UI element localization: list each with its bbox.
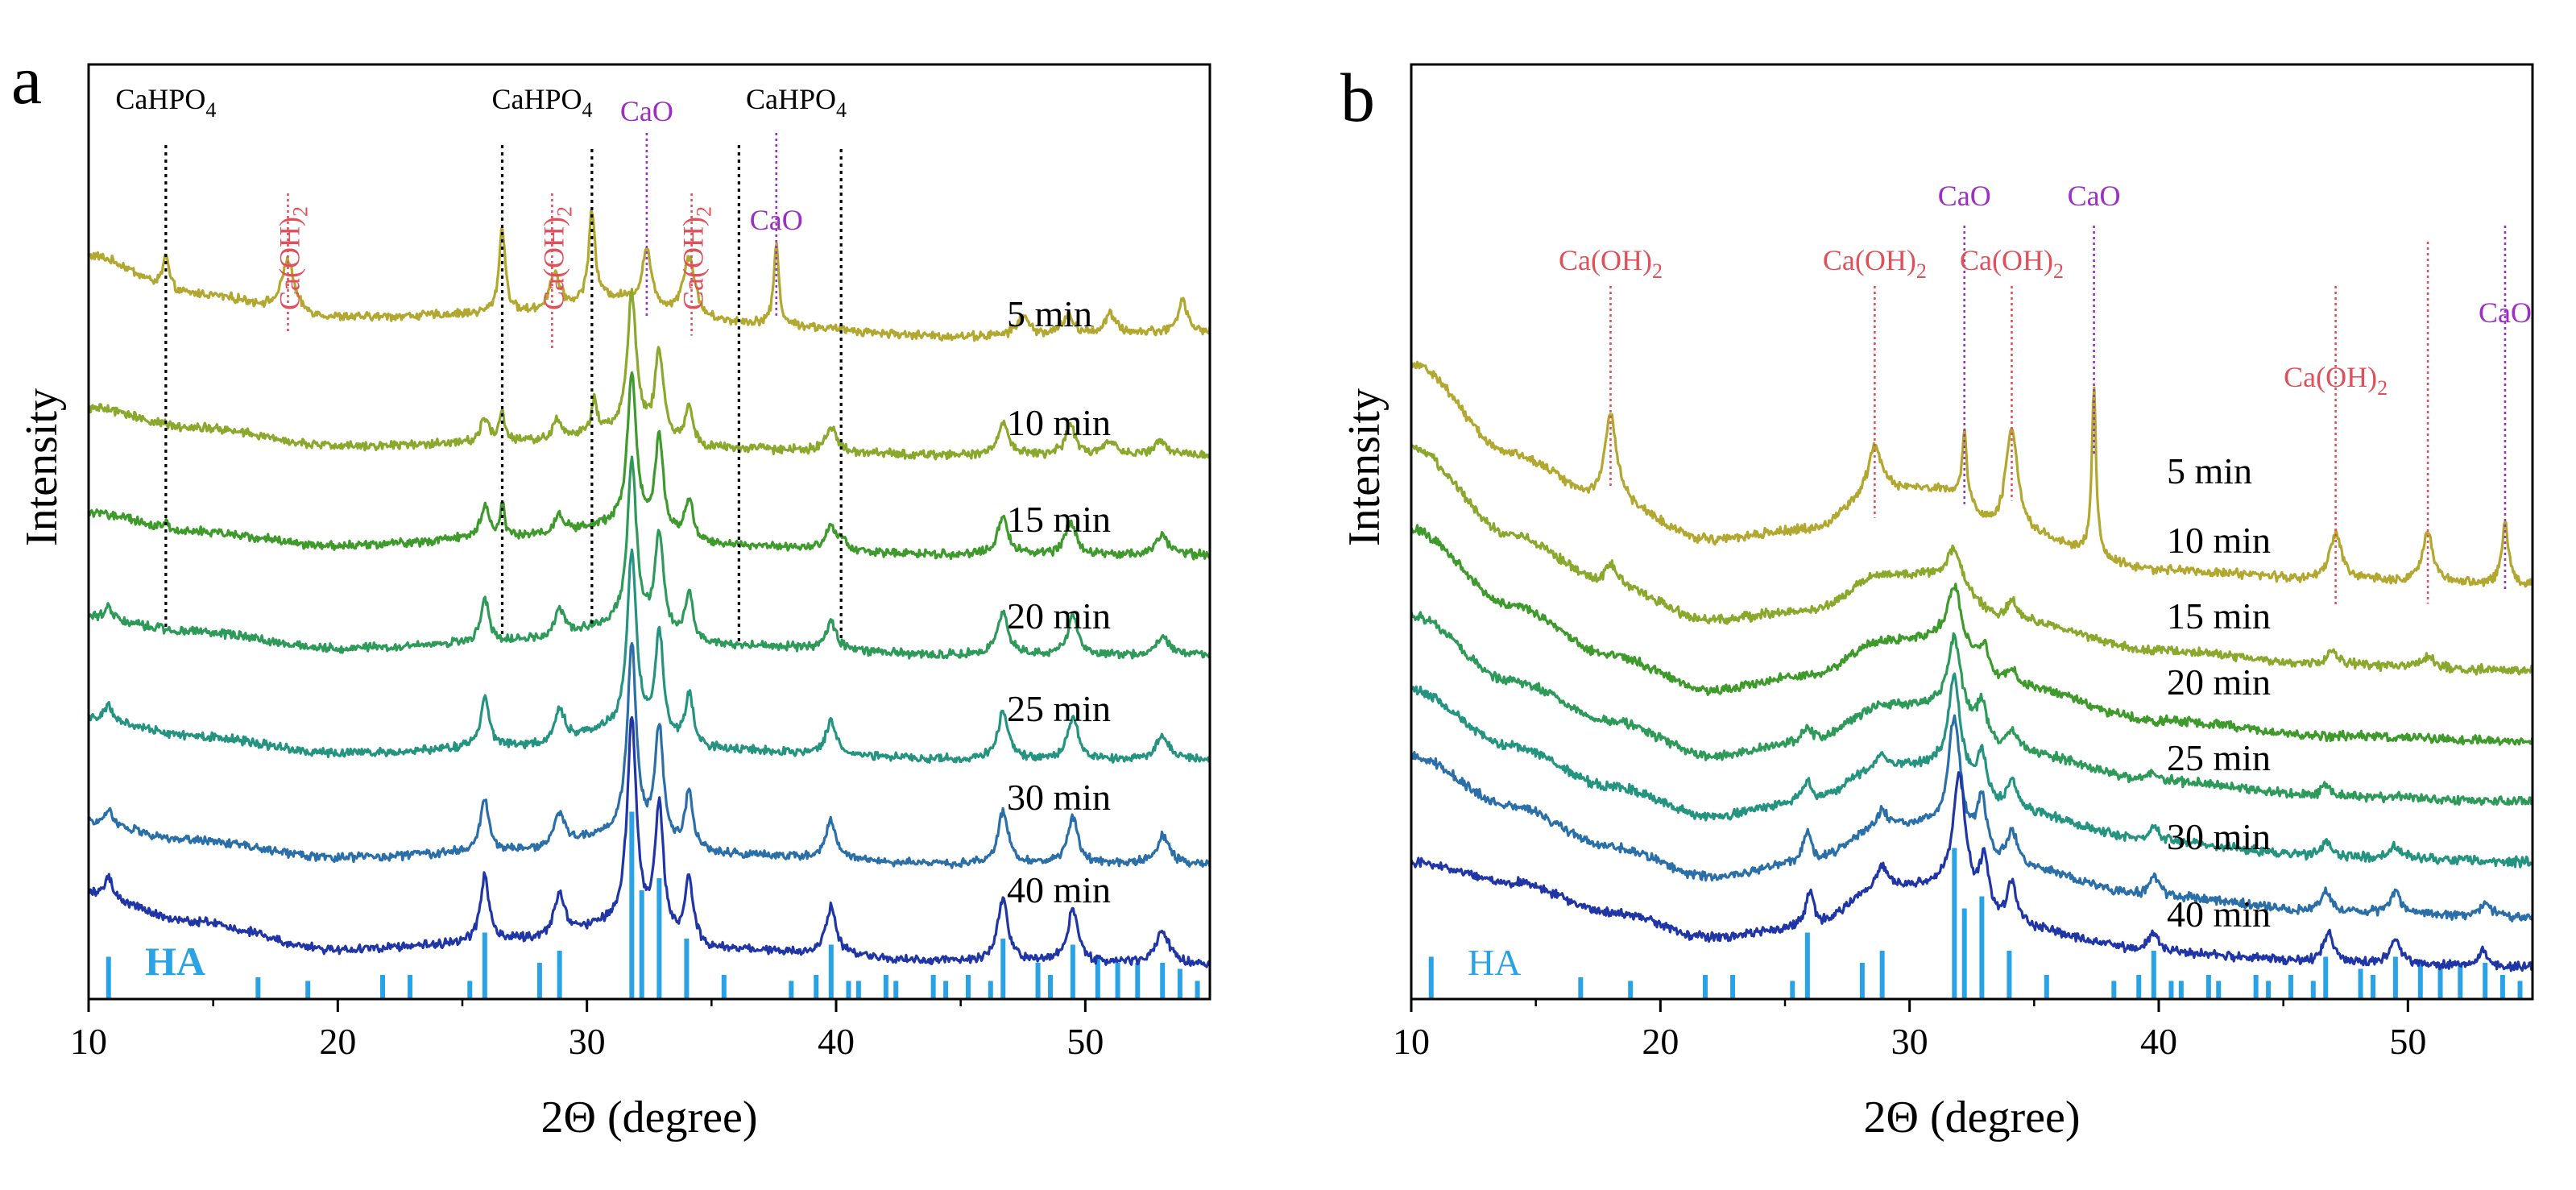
xrd-curve-10min xyxy=(1411,444,2533,676)
panel-letter: b xyxy=(1340,59,1375,136)
xrd-curve-20min xyxy=(1411,611,2533,806)
annotation-label-subscript: 2 xyxy=(1652,259,1663,283)
xrd-curve-10min xyxy=(89,288,1210,461)
ha-reference-pattern xyxy=(106,811,1200,999)
plot-frame xyxy=(87,63,1211,1001)
annotation-label: Ca(OH)2 xyxy=(1960,244,2064,283)
xrd-curve-15min xyxy=(1411,524,2533,746)
xrd-curve-25min xyxy=(89,548,1210,764)
xrd-curve-20min xyxy=(89,455,1210,660)
xrd-curve-40min xyxy=(89,715,1210,968)
x-tick-label: 30 xyxy=(1891,1021,1928,1062)
plot-frame xyxy=(1410,63,2534,1001)
annotation-label: CaO xyxy=(2068,180,2121,212)
x-tick-label: 20 xyxy=(319,1021,356,1062)
curve-label: 25 min xyxy=(2167,737,2271,778)
x-axis-title: 2Θ (degree) xyxy=(541,1093,758,1142)
curve-label: 30 min xyxy=(2167,816,2271,857)
annotation-label-text: Ca(OH) xyxy=(677,217,710,310)
annotation-label-text: CaO xyxy=(2068,180,2121,212)
curve-label: 10 min xyxy=(1007,402,1111,443)
x-tick-label: 40 xyxy=(2140,1021,2177,1062)
x-axis-title: 2Θ (degree) xyxy=(1864,1093,2081,1142)
curve-label: 40 min xyxy=(2167,894,2271,935)
curve-label: 5 min xyxy=(1007,293,1092,334)
curve-label: 10 min xyxy=(2167,520,2271,561)
xrd-curve-5min xyxy=(89,209,1210,342)
curve-label: 15 min xyxy=(1007,499,1111,540)
annotation-label-subscript: 2 xyxy=(2377,376,2388,400)
x-tick-label: 10 xyxy=(70,1021,107,1062)
annotation-label-subscript: 2 xyxy=(693,206,716,217)
annotation-label-text: Ca(OH) xyxy=(1559,244,1652,276)
curve-label: 30 min xyxy=(1007,777,1111,818)
xrd-curve-25min xyxy=(1411,672,2533,869)
annotation-label: CaO xyxy=(2479,296,2532,329)
annotation-label-text: Ca(OH) xyxy=(2284,361,2377,393)
annotation-label: Ca(OH)2 xyxy=(1823,244,1927,283)
annotation-label: CaO xyxy=(1938,180,1991,212)
annotation-label-subscript: 4 xyxy=(836,98,847,122)
panel-letter: a xyxy=(11,41,42,118)
xrd-curve-40min xyxy=(1411,771,2533,972)
curve-label: 15 min xyxy=(2167,595,2271,636)
x-tick-label: 20 xyxy=(1642,1021,1679,1062)
annotation-label: CaHPO4 xyxy=(746,83,847,122)
annotation-label: CaHPO4 xyxy=(491,83,592,122)
annotation-label: Ca(OH)2 xyxy=(2284,361,2388,400)
panel-b: HA 5 min 10 min 15 min 20 min 25 min 30 min 40 … xyxy=(1340,59,2534,1142)
curve-label: 20 min xyxy=(1007,595,1111,636)
xrd-curve-30min xyxy=(89,641,1210,869)
x-tick-label: 30 xyxy=(569,1021,606,1062)
annotation-label-text: Ca(OH) xyxy=(273,217,305,310)
annotation-label: CaO xyxy=(620,95,673,127)
annotation-label-subscript: 2 xyxy=(553,206,576,217)
annotation-label-subscript: 2 xyxy=(288,206,312,217)
y-axis-title: Intensity xyxy=(17,388,67,546)
x-tick-label: 10 xyxy=(1393,1021,1430,1062)
annotation-label: Ca(OH)2 xyxy=(1559,244,1663,283)
xrd-series-group xyxy=(89,209,1210,968)
annotation-label-text: CaO xyxy=(620,95,673,127)
y-axis-title: Intensity xyxy=(1340,388,1389,546)
xrd-curve-30min xyxy=(1411,714,2533,923)
annotation-label-subscript: 2 xyxy=(1916,259,1927,283)
curve-label: 20 min xyxy=(2167,661,2271,703)
annotation-label-text: CaO xyxy=(1938,180,1991,212)
xrd-curve-15min xyxy=(89,371,1210,561)
ha-reference-pattern xyxy=(1428,848,2523,999)
annotation-label-subscript: 4 xyxy=(205,98,216,122)
annotation-label: Ca(OH)2 xyxy=(273,206,312,310)
annotation-label-text: Ca(OH) xyxy=(537,217,569,310)
annotation-label: CaO xyxy=(750,204,803,236)
annotation-label-subscript: 2 xyxy=(2053,259,2064,283)
curve-label: 40 min xyxy=(1007,869,1111,910)
annotation-label-text: CaHPO xyxy=(491,83,582,115)
annotation-label: CaHPO4 xyxy=(115,83,216,122)
annotation-label-text: CaO xyxy=(2479,296,2532,329)
x-tick-label: 40 xyxy=(818,1021,855,1062)
x-tick-label: 50 xyxy=(1066,1021,1104,1062)
annotation-label-text: CaHPO xyxy=(746,83,836,115)
annotation-label: Ca(OH)2 xyxy=(537,206,576,310)
annotation-label-text: CaO xyxy=(750,204,803,236)
xrd-series-group xyxy=(1411,360,2533,972)
annotation-label-text: Ca(OH) xyxy=(1960,244,2053,276)
curve-label: 25 min xyxy=(1007,688,1111,729)
x-tick-label: 50 xyxy=(2389,1021,2426,1062)
panel-a: HA 5 min 10 min 15 min 20 min 25 min 30 min 40 … xyxy=(11,41,1211,1142)
annotation-label: Ca(OH)2 xyxy=(677,206,716,310)
ha-reference-label: HA xyxy=(1468,942,1521,983)
xrd-curve-5min xyxy=(1411,360,2533,588)
annotation-label-text: CaHPO xyxy=(115,83,205,115)
annotation-label-text: Ca(OH) xyxy=(1823,244,1916,276)
ha-reference-label: HA xyxy=(145,939,205,984)
curve-label: 5 min xyxy=(2167,450,2252,491)
annotation-label-subscript: 4 xyxy=(582,98,592,122)
